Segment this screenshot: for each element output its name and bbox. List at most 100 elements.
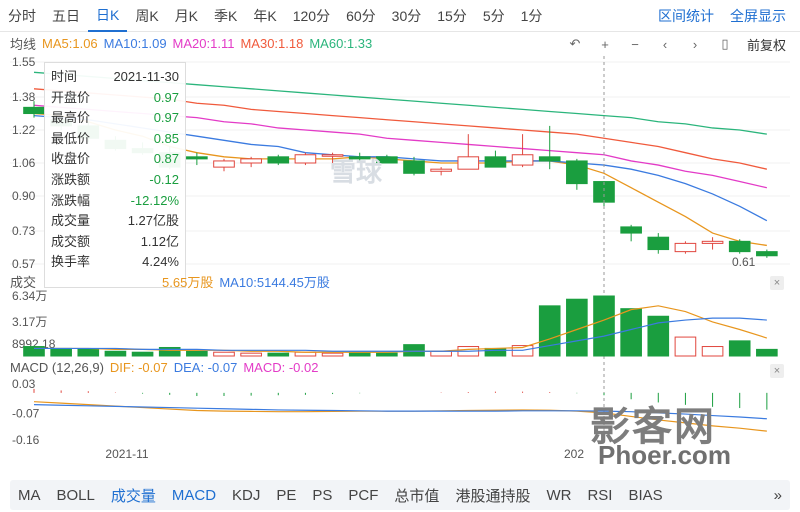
period-tab[interactable]: 月K [174, 7, 199, 24]
volume-bar [728, 340, 751, 357]
volume-tick-label: 6.34万 [12, 289, 47, 303]
prev-icon[interactable]: ‹ [662, 36, 668, 52]
tooltip-value: -0.12 [149, 171, 179, 187]
indicator-bar: MA BOLL 成交量 MACD KDJ PE PS PCF 总市值 港股通持股 WR RSI BIAS… [10, 480, 790, 510]
indicator-tab[interactable]: MA [18, 486, 41, 504]
tooltip-row: 换手率 4.24% [51, 252, 179, 273]
range-stats-button[interactable]: 区间统计 [658, 8, 714, 24]
tooltip-value: 0.85 [153, 130, 179, 146]
candle-body [566, 160, 588, 185]
tooltip-row: 最高价 0.97 [51, 108, 179, 129]
candle-body [23, 106, 45, 115]
period-tab[interactable]: 五日 [52, 7, 80, 24]
more-indicators-icon[interactable]: » [773, 486, 782, 504]
tooltip-value: 2021-11-30 [113, 69, 179, 84]
indicator-tab[interactable]: 成交量 [110, 487, 156, 505]
ma-legend-item: MA10:1.09 [103, 35, 167, 51]
chart-controls: ↶ + − ‹ › ▯ 前复权 [567, 34, 786, 54]
tooltip-row: 开盘价 0.97 [51, 88, 179, 109]
candle-body [674, 242, 697, 253]
xueqiu-watermark: 雪球 [330, 157, 383, 187]
candle-body [756, 251, 778, 257]
tooltip-row: 时间 2021-11-30 [51, 67, 179, 88]
period-tab[interactable]: 分时 [8, 7, 36, 24]
fullscreen-button[interactable]: 全屏显示 [730, 8, 786, 24]
period-tab[interactable]: 30分 [391, 7, 422, 24]
candle-body [538, 156, 561, 162]
period-tab[interactable]: 120分 [292, 7, 331, 24]
indicator-tab[interactable]: RSI [587, 486, 613, 504]
candle-body [240, 158, 262, 164]
price-tick-label: 0.73 [12, 224, 36, 238]
candle-body [484, 156, 507, 168]
minus-icon[interactable]: − [631, 36, 639, 52]
indicator-tab[interactable]: WR [546, 486, 572, 504]
volume-bar [376, 352, 398, 357]
period-tab[interactable]: 年K [253, 7, 277, 24]
indicator-tab[interactable]: MACD [171, 486, 217, 504]
tooltip-row: 成交量 1.27亿股 [51, 211, 179, 232]
tooltip-value: 0.97 [153, 89, 179, 105]
ma-legend-item: MA30:1.18 [240, 35, 304, 51]
period-tab[interactable]: 1分 [520, 7, 543, 24]
candle-body [376, 156, 398, 164]
price-tick-label: 0.57 [12, 257, 36, 271]
ma-legend: 均线 MA5:1.06 MA10:1.09 MA20:1.11 MA30:1.18 MA… [10, 34, 372, 52]
period-actions: 区间统计 全屏显示 [658, 0, 786, 32]
macd-close-icon[interactable]: × [770, 364, 784, 378]
period-tab[interactable]: 15分 [437, 7, 467, 24]
indicator-tab[interactable]: 总市值 [394, 487, 440, 505]
volume-bar [674, 336, 697, 357]
volume-bar [267, 352, 290, 357]
yingke-watermark: 影客网 [590, 405, 716, 449]
candle-body [511, 154, 534, 166]
candle-body [294, 154, 317, 164]
candle-body [620, 226, 642, 234]
price-tick-label: 0.90 [12, 189, 36, 203]
plus-icon[interactable]: + [601, 36, 609, 52]
indicator-tab[interactable]: 港股通持股 [455, 487, 531, 505]
tooltip-key: 换手率 [51, 254, 91, 270]
volume-close-icon[interactable]: × [770, 276, 784, 290]
volume-bar [240, 352, 262, 357]
tooltip-value: 1.12亿 [140, 233, 179, 249]
date-label: 202 [564, 447, 584, 461]
ma-legend-item: MA5:1.06 [42, 35, 98, 51]
period-tab[interactable]: 60分 [346, 7, 376, 24]
candle-body [403, 160, 425, 174]
undo-icon[interactable]: ↶ [569, 36, 581, 51]
macd-dea: DEA: -0.07 [173, 360, 238, 375]
candle-body [728, 240, 751, 253]
tooltip-row: 收盘价 0.87 [51, 149, 179, 170]
candle-body [348, 156, 371, 160]
period-tab[interactable]: 周K [135, 7, 159, 24]
macd-dea-line [33, 404, 767, 420]
tooltip-key: 时间 [51, 69, 78, 84]
indicator-tab[interactable]: PS [312, 486, 333, 504]
volume-bar [484, 347, 507, 357]
indicator-tab[interactable]: KDJ [232, 486, 261, 504]
next-icon[interactable]: › [692, 36, 698, 52]
indicator-tab[interactable]: BIAS [628, 486, 663, 504]
period-tab[interactable]: 日K [88, 0, 128, 32]
ma-legend-item: MA20:1.11 [172, 35, 235, 51]
volume-bar [701, 346, 724, 357]
volume-ma5-label: 5.65万股 [162, 275, 214, 290]
adjust-button[interactable]: 前复权 [746, 37, 786, 53]
volume-bar [538, 305, 561, 357]
indicator-tab[interactable]: PCF [348, 486, 379, 504]
indicator-tab[interactable]: BOLL [56, 486, 95, 504]
site-watermark: Phoer.com [598, 440, 731, 470]
candle-body [647, 236, 670, 251]
volume-bar [593, 295, 615, 357]
period-tab[interactable]: 季K [214, 7, 238, 24]
indicator-tab[interactable]: PE [276, 486, 297, 504]
tooltip-row: 成交额 1.12亿 [51, 232, 179, 253]
ma-legend-label: 均线 [10, 36, 37, 52]
price-tick-label: 1.38 [12, 90, 36, 104]
last-price-label: 0.61 [732, 255, 756, 269]
bar-icon[interactable]: ▯ [721, 36, 729, 51]
volume-legend: 成交 5.65万股 MA10:5144.45万股 [10, 272, 330, 291]
volume-bar [620, 308, 642, 357]
period-tab[interactable]: 5分 [482, 7, 505, 24]
